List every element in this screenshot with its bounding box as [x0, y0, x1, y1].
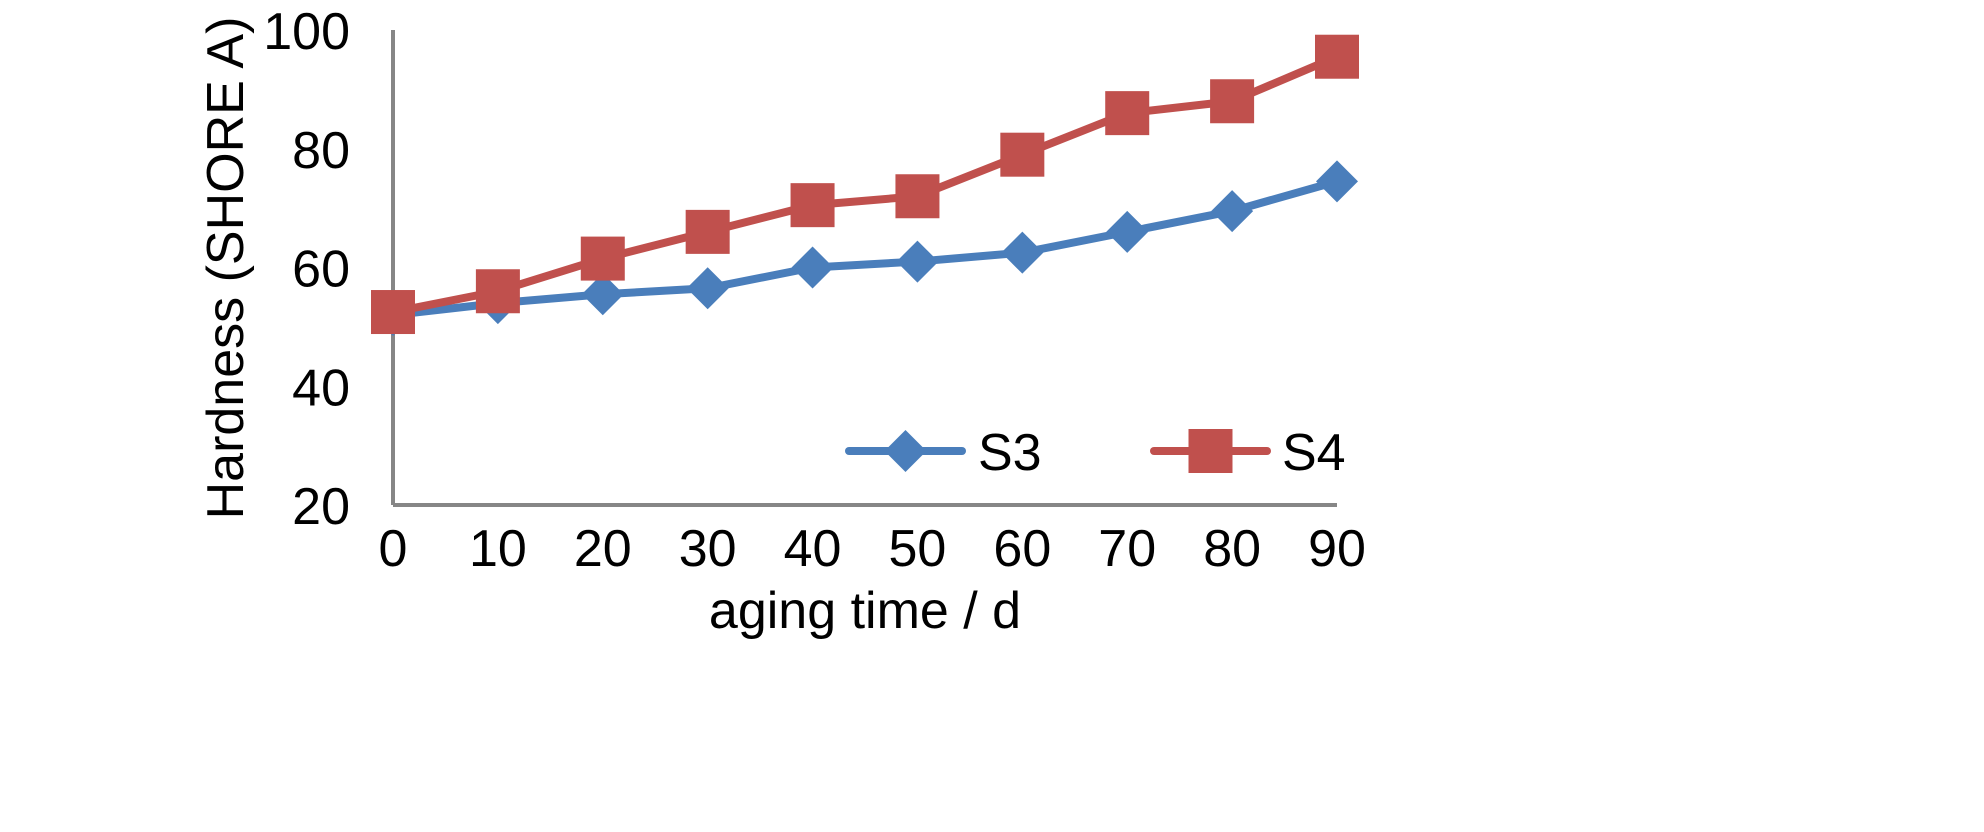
series: [371, 34, 1359, 336]
y-axis-title: Hardness (SHORE A): [197, 17, 255, 520]
x-tick-label: 10: [469, 520, 527, 578]
x-tick-label: 90: [1308, 520, 1366, 578]
x-tick-label: 70: [1098, 520, 1156, 578]
x-tick-label: 50: [889, 520, 947, 578]
legend: S3 S4: [845, 424, 1346, 482]
data-point-S4: [1000, 132, 1045, 177]
series-S4: [371, 34, 1359, 335]
data-point-S3: [1211, 190, 1254, 233]
legend-item-S3: S3: [845, 424, 1042, 482]
x-tick-label: 30: [679, 520, 737, 578]
legend-marker-S3: [884, 430, 927, 472]
x-axis-title: aging time / d: [709, 582, 1021, 640]
data-point-S3: [896, 240, 939, 283]
y-tick-label: 100: [263, 3, 350, 61]
data-point-S4: [1315, 34, 1359, 79]
data-point-S3: [1106, 210, 1149, 253]
data-point-S4: [895, 174, 940, 219]
legend-item-S4: S4: [1150, 424, 1346, 482]
y-tick-label: 80: [292, 122, 350, 180]
data-point-S4: [475, 269, 520, 314]
data-point-S4: [1210, 79, 1255, 124]
x-tick-labels: 0 10 20 30 40 50 60 70 80 90: [379, 520, 1366, 578]
y-tick-label: 60: [292, 241, 350, 299]
x-tick-label: 60: [993, 520, 1051, 578]
data-point-S4: [790, 183, 835, 228]
data-point-S3: [1316, 160, 1358, 203]
x-tick-label: 40: [784, 520, 842, 578]
y-tick-label: 20: [292, 478, 350, 536]
data-point-S3: [581, 273, 624, 316]
data-point-S4: [580, 236, 625, 281]
legend-marker-S4: [1188, 429, 1233, 473]
series-line-S4: [389, 52, 1341, 317]
y-tick-label: 40: [292, 359, 350, 417]
data-point-S3: [686, 267, 729, 310]
data-point-S4: [685, 209, 730, 254]
x-tick-label: 20: [574, 520, 632, 578]
legend-label-S4: S4: [1282, 424, 1346, 482]
y-tick-labels: 20 40 60 80 100: [263, 3, 350, 536]
series-S3: [372, 160, 1358, 336]
legend-label-S3: S3: [978, 424, 1042, 482]
data-point-S4: [1105, 91, 1150, 136]
data-point-S3: [1001, 231, 1044, 274]
x-tick-label: 80: [1203, 520, 1261, 578]
data-point-S3: [791, 246, 834, 289]
axes: [391, 30, 1337, 507]
data-point-S4: [371, 290, 415, 335]
x-tick-label: 0: [379, 520, 408, 578]
series-line-S3: [389, 177, 1341, 319]
